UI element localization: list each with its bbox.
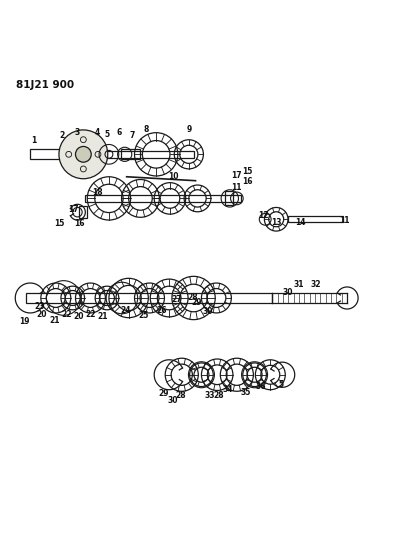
Text: 17: 17	[231, 172, 242, 181]
Text: 6: 6	[116, 128, 121, 137]
Text: 34: 34	[223, 385, 233, 394]
Text: 25: 25	[138, 311, 149, 320]
Text: 9: 9	[186, 125, 192, 134]
Bar	[288, 216, 343, 222]
Text: 2: 2	[59, 131, 64, 140]
Text: 20: 20	[37, 310, 47, 319]
Text: 81J21 900: 81J21 900	[17, 79, 75, 90]
Text: 18: 18	[92, 188, 102, 197]
Text: 30: 30	[283, 288, 293, 296]
Text: 30: 30	[202, 307, 213, 316]
Text: 19: 19	[19, 317, 30, 326]
Text: 16: 16	[243, 177, 253, 186]
Text: 8: 8	[144, 125, 149, 134]
Bar	[121, 149, 141, 159]
Text: 24: 24	[120, 306, 131, 315]
Text: 22: 22	[62, 310, 72, 319]
Text: 14: 14	[295, 217, 306, 227]
Text: 15: 15	[54, 219, 64, 228]
Text: 22: 22	[85, 310, 96, 319]
Circle shape	[75, 147, 91, 162]
Text: 13: 13	[271, 217, 282, 227]
Text: 11: 11	[231, 183, 242, 192]
Text: 11: 11	[339, 215, 349, 224]
Text: 3: 3	[75, 128, 80, 137]
Text: 10: 10	[169, 172, 179, 181]
Bar	[79, 206, 87, 219]
Text: 27: 27	[172, 295, 182, 304]
Text: 15: 15	[242, 167, 253, 176]
Text: 29: 29	[159, 389, 169, 398]
Text: 36: 36	[255, 382, 266, 391]
Bar	[62, 151, 194, 158]
Text: 7: 7	[130, 131, 135, 140]
Text: 21: 21	[98, 312, 108, 321]
Text: 21: 21	[50, 316, 60, 325]
Text: 5: 5	[278, 380, 284, 389]
Bar	[85, 195, 241, 202]
Text: 5: 5	[104, 130, 109, 139]
Text: 1: 1	[32, 136, 37, 145]
Bar	[30, 149, 62, 159]
Text: 17: 17	[68, 205, 79, 214]
Text: 4: 4	[94, 128, 100, 137]
Text: 23: 23	[34, 302, 45, 311]
Circle shape	[59, 130, 108, 179]
Bar	[225, 191, 233, 206]
Text: 28: 28	[214, 391, 224, 400]
Text: 29: 29	[192, 298, 202, 307]
Bar	[26, 293, 272, 303]
Text: 35: 35	[240, 388, 251, 397]
Text: 16: 16	[74, 219, 85, 228]
Text: 32: 32	[310, 280, 321, 289]
Text: 30: 30	[168, 396, 179, 405]
Text: 33: 33	[204, 391, 214, 400]
Text: 31: 31	[294, 280, 304, 289]
Text: 28: 28	[188, 293, 198, 302]
Text: 28: 28	[176, 391, 186, 400]
Text: 26: 26	[156, 306, 167, 315]
Text: 20: 20	[73, 312, 84, 321]
Text: 12: 12	[258, 211, 269, 220]
